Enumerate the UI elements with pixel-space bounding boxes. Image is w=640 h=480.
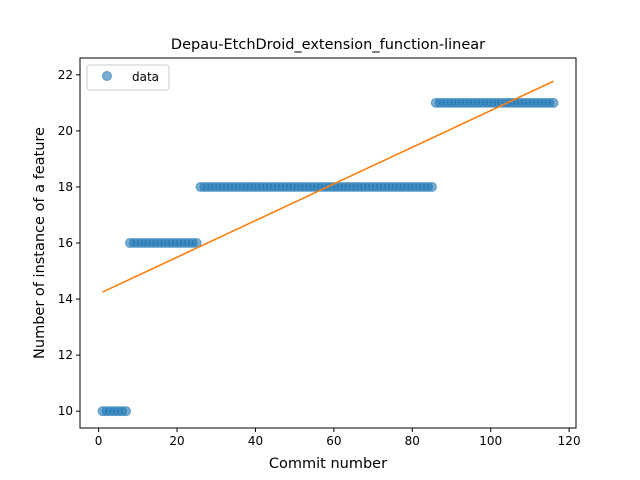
x-tick-label: 0 — [95, 434, 103, 448]
y-tick-label: 16 — [58, 236, 73, 250]
data-point — [121, 406, 132, 417]
y-tick-label: 14 — [58, 292, 73, 306]
plot-area — [97, 80, 559, 417]
y-tick-label: 22 — [58, 68, 73, 82]
y-tick-label: 10 — [58, 404, 73, 418]
chart-title: Depau-EtchDroid_extension_function-linea… — [171, 37, 485, 53]
legend: data — [86, 64, 170, 91]
fit-line — [102, 80, 554, 293]
y-axis: 10 12 14 16 18 20 22 — [58, 68, 80, 418]
legend-label-data: data — [132, 70, 159, 84]
x-tick-label: 100 — [479, 434, 502, 448]
y-tick-label: 18 — [58, 180, 73, 194]
data-point — [426, 181, 437, 192]
x-tick-label: 40 — [248, 434, 263, 448]
data-point — [548, 97, 559, 108]
x-tick-label: 60 — [326, 434, 341, 448]
y-tick-label: 20 — [58, 124, 73, 138]
x-tick-label: 80 — [405, 434, 420, 448]
y-tick-label: 12 — [58, 348, 73, 362]
x-tick-label: 120 — [558, 434, 581, 448]
legend-marker-data — [102, 71, 112, 81]
x-tick-label: 20 — [169, 434, 184, 448]
y-axis-label: Number of instance of a feature — [32, 127, 48, 359]
x-axis: 0 20 40 60 80 100 120 — [95, 428, 581, 448]
x-axis-label: Commit number — [269, 456, 387, 472]
